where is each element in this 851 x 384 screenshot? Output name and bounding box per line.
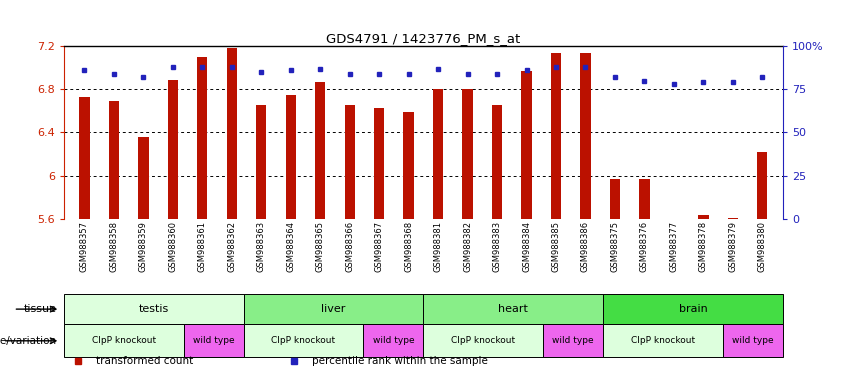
Text: GSM988368: GSM988368	[404, 221, 413, 272]
Text: GSM988359: GSM988359	[139, 221, 148, 272]
Bar	[757, 152, 768, 219]
Bar	[639, 179, 649, 219]
Text: GSM988384: GSM988384	[522, 221, 531, 272]
Text: percentile rank within the sample: percentile rank within the sample	[312, 356, 488, 366]
Text: GSM988377: GSM988377	[670, 221, 678, 272]
Text: GSM988366: GSM988366	[346, 221, 354, 272]
Text: GSM988375: GSM988375	[610, 221, 620, 272]
Text: GSM988357: GSM988357	[80, 221, 89, 272]
Bar	[197, 57, 208, 219]
Bar	[286, 95, 296, 219]
Bar	[243, 324, 363, 357]
Text: GSM988376: GSM988376	[640, 221, 649, 272]
Bar	[168, 79, 178, 219]
Bar	[424, 294, 603, 324]
Bar	[315, 82, 325, 219]
Bar	[603, 294, 783, 324]
Text: GSM988360: GSM988360	[168, 221, 177, 272]
Bar	[64, 294, 243, 324]
Text: GSM988386: GSM988386	[581, 221, 590, 272]
Text: GSM988379: GSM988379	[728, 221, 737, 272]
Text: transformed count: transformed count	[96, 356, 193, 366]
Bar	[138, 137, 149, 219]
Bar	[603, 324, 723, 357]
Text: liver: liver	[322, 304, 346, 314]
Bar	[184, 324, 243, 357]
Bar	[543, 324, 603, 357]
Text: wild type: wild type	[552, 336, 594, 345]
Text: ClpP knockout: ClpP knockout	[631, 336, 695, 345]
Bar	[669, 219, 679, 230]
Bar	[424, 324, 543, 357]
Text: heart: heart	[499, 304, 528, 314]
Bar	[256, 106, 266, 219]
Bar	[403, 112, 414, 219]
Bar	[728, 218, 738, 219]
Text: wild type: wild type	[373, 336, 414, 345]
Bar	[580, 53, 591, 219]
Bar	[551, 53, 561, 219]
Bar	[345, 106, 355, 219]
Text: GSM988365: GSM988365	[316, 221, 325, 272]
Text: brain: brain	[678, 304, 707, 314]
Bar	[226, 48, 237, 219]
Text: GSM988381: GSM988381	[434, 221, 443, 272]
Text: GSM988362: GSM988362	[227, 221, 237, 272]
Text: genotype/variation: genotype/variation	[0, 336, 57, 346]
Bar	[723, 324, 783, 357]
Text: GSM988358: GSM988358	[110, 221, 118, 272]
Text: GSM988367: GSM988367	[374, 221, 384, 272]
Text: ClpP knockout: ClpP knockout	[92, 336, 156, 345]
Text: GSM988382: GSM988382	[463, 221, 472, 272]
Text: GSM988361: GSM988361	[197, 221, 207, 272]
Text: GSM988363: GSM988363	[257, 221, 266, 272]
Text: ClpP knockout: ClpP knockout	[271, 336, 335, 345]
Text: ClpP knockout: ClpP knockout	[451, 336, 516, 345]
Text: GSM988383: GSM988383	[493, 221, 501, 272]
Text: GSM988380: GSM988380	[757, 221, 767, 272]
Title: GDS4791 / 1423776_PM_s_at: GDS4791 / 1423776_PM_s_at	[326, 32, 521, 45]
Bar	[243, 294, 424, 324]
Bar	[374, 108, 385, 219]
Text: wild type: wild type	[732, 336, 774, 345]
Text: tissue: tissue	[24, 304, 57, 314]
Bar	[109, 101, 119, 219]
Bar	[492, 106, 502, 219]
Text: GSM988385: GSM988385	[551, 221, 561, 272]
Bar	[433, 89, 443, 219]
Bar	[363, 324, 423, 357]
Bar	[522, 71, 532, 219]
Bar	[79, 97, 89, 219]
Text: testis: testis	[139, 304, 168, 314]
Bar	[64, 324, 184, 357]
Text: GSM988364: GSM988364	[286, 221, 295, 272]
Bar	[462, 89, 473, 219]
Bar	[698, 215, 709, 219]
Bar	[610, 179, 620, 219]
Text: GSM988378: GSM988378	[699, 221, 708, 272]
Text: wild type: wild type	[193, 336, 234, 345]
